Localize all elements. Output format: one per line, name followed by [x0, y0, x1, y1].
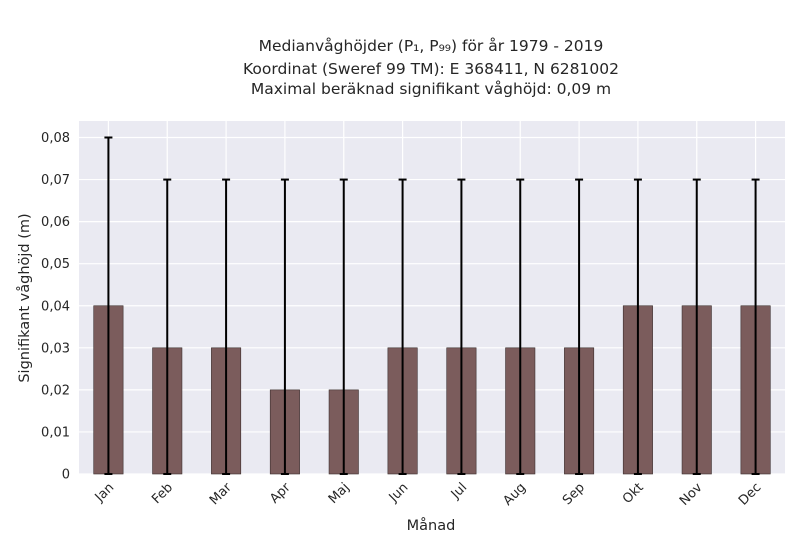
error-bar-okt	[633, 178, 642, 475]
x-tick-label: Sep	[560, 480, 588, 508]
error-bar-feb	[163, 178, 172, 475]
error-bar-sep	[575, 178, 584, 475]
y-axis-label: Signifikant våghöjd (m)	[16, 213, 33, 382]
error-bar-dec	[751, 178, 760, 475]
error-bar-jul	[457, 178, 466, 475]
chart-title-line-1: Medianvåghöjder (P₁, P₉₉) för år 1979 - …	[259, 37, 604, 55]
x-tick-label: Okt	[620, 480, 647, 507]
y-tick-label: 0,03	[41, 341, 70, 356]
y-tick-label: 0,05	[41, 257, 70, 272]
chart-title-line-2: Koordinat (Sweref 99 TM): E 368411, N 62…	[243, 60, 619, 78]
x-tick-label: Feb	[149, 480, 176, 507]
error-bars	[104, 136, 760, 475]
x-tick-label: Apr	[267, 480, 294, 507]
y-tick-label: 0,06	[41, 215, 70, 230]
chart-title-line-3: Maximal beräknad signifikant våghöjd: 0,…	[251, 80, 611, 98]
x-tick-label: Maj	[326, 480, 353, 507]
y-tick-label: 0,02	[41, 383, 70, 398]
x-tick-label: Mar	[207, 480, 235, 508]
y-tick-labels: 0 0,01 0,02 0,03 0,04 0,05 0,06 0,07 0,08	[41, 131, 70, 483]
error-bar-aug	[516, 178, 525, 475]
y-tick-label: 0	[62, 468, 70, 483]
y-tick-label: 0,07	[41, 173, 70, 188]
error-bar-nov	[692, 178, 701, 475]
error-bar-apr	[280, 178, 289, 475]
error-bar-jun	[398, 178, 407, 475]
y-tick-label: 0,01	[41, 425, 70, 440]
x-tick-label: Dec	[736, 480, 764, 508]
error-bar-maj	[339, 178, 348, 475]
y-tick-label: 0,08	[41, 131, 70, 146]
y-tick-label: 0,04	[41, 299, 70, 314]
x-tick-label: Jul	[448, 480, 470, 502]
error-bar-mar	[222, 178, 231, 475]
x-tick-label: Jan	[92, 480, 117, 505]
error-bar-jan	[104, 136, 113, 475]
x-tick-labels: Jan Feb Mar Apr Maj Jun Jul Aug Sep Okt Nov Dec	[92, 480, 765, 509]
x-tick-label: Nov	[677, 480, 706, 509]
plot-area	[79, 121, 785, 474]
x-axis-label: Månad	[407, 517, 456, 534]
x-tick-label: Aug	[501, 480, 530, 509]
x-tick-label: Jun	[386, 480, 412, 506]
